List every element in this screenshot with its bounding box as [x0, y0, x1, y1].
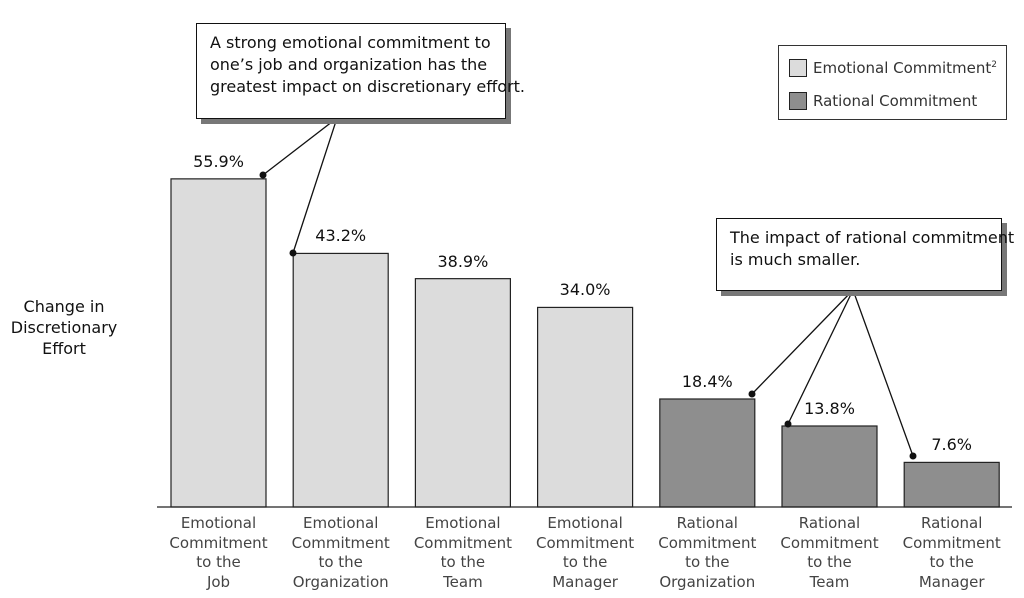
x-tick-label: Emotional Commitment to the Organization [281, 514, 401, 592]
legend-item-emotional: Emotional Commitment2 [789, 58, 997, 78]
data-label: 55.9% [193, 151, 244, 171]
x-tick-label-line: Commitment [291, 533, 390, 552]
x-tick-label-line: to the [685, 553, 730, 571]
data-label: 34.0% [559, 280, 611, 300]
callout-line: greatest impact on discretionary effort. [210, 77, 525, 96]
callout-emotional: A strong emotional commitment to one’s j… [196, 23, 525, 119]
bars-group [170, 178, 1000, 508]
x-tick-label-line: Job [206, 572, 231, 591]
legend-item-rational: Rational Commitment [789, 91, 977, 111]
x-tick-label-line: Emotional [547, 514, 623, 532]
x-tick-label-line: Commitment [169, 533, 268, 552]
callout-connectors [262, 117, 914, 457]
x-tick-label: Rational Commitment to the Organization [647, 514, 767, 592]
bar [414, 278, 511, 508]
data-label: 13.8% [804, 398, 855, 418]
x-tick-label-line: Commitment [780, 533, 879, 552]
callout-dot [289, 249, 297, 257]
bar [170, 178, 267, 508]
bar [781, 425, 878, 508]
x-tick-label-line: Team [809, 572, 850, 591]
x-tick-label-line: Manager [918, 572, 985, 591]
x-tick-label-line: Emotional [180, 514, 257, 532]
bar [292, 252, 389, 508]
x-tick-label-line: Rational [798, 514, 861, 532]
y-axis-label-line: Change in [23, 297, 105, 316]
x-tick-label: Emotional Commitment to the Team [403, 514, 523, 592]
legend-swatch-rational [789, 92, 807, 110]
x-tick-label-line: Commitment [536, 533, 635, 552]
x-tick-label-line: to the [562, 553, 608, 571]
legend-label-text: Emotional Commitment [813, 59, 992, 77]
legend-label-emotional: Emotional Commitment2 [813, 59, 997, 77]
x-tick-label-line: to the [440, 553, 486, 571]
callout-connector-line [262, 117, 338, 176]
callout-connector-line [787, 289, 854, 425]
callout-dot [748, 390, 756, 398]
callout-line: is much smaller. [730, 250, 861, 269]
x-tick-label-line: Rational [676, 514, 738, 532]
callout-line: The impact of rational commitment [730, 228, 1015, 247]
x-tick-label-line: Commitment [413, 533, 512, 552]
y-axis-label: Change in Discretionary Effort [2, 296, 126, 359]
callout-connector-line [852, 289, 914, 457]
callout-dot [259, 171, 267, 179]
x-tick-label-line: Emotional [425, 514, 501, 532]
x-tick-label-line: to the [318, 553, 363, 571]
callout-line: A strong emotional commitment to [210, 33, 491, 52]
data-label: 38.9% [437, 251, 489, 271]
x-tick-label-line: Commitment [902, 533, 1001, 552]
bar [536, 306, 634, 508]
callout-line: one’s job and organization has the [210, 55, 488, 74]
legend-swatch-emotional [789, 59, 807, 77]
legend-superscript: 2 [991, 60, 998, 70]
callout-dot [909, 452, 917, 460]
callout-dots [259, 171, 917, 460]
x-tick-label-line: Commitment [658, 533, 757, 552]
x-tick-label-line: Team [443, 572, 483, 591]
legend: Emotional Commitment2 Rational Commitmen… [778, 45, 1007, 120]
callout-connector-line [292, 117, 338, 254]
x-tick-label-line: Manager [552, 572, 618, 591]
x-tick-label-line: Organization [292, 572, 389, 591]
callout-rational: The impact of rational commitment is muc… [716, 218, 1015, 291]
x-tick-label-line: Organization [659, 572, 756, 591]
x-tick-label-line: to the [929, 553, 974, 571]
x-tick-label-line: to the [196, 553, 241, 571]
x-tick-label: Emotional Commitment to the Manager [525, 514, 645, 592]
y-axis-label-line: Effort [42, 339, 86, 358]
data-label: 43.2% [315, 226, 367, 246]
x-tick-label-line: to the [807, 553, 852, 571]
callout-dot [784, 420, 792, 428]
y-axis-label-line: Discretionary [10, 318, 118, 337]
bar [903, 461, 1000, 508]
x-tick-label: Rational Commitment to the Team [770, 514, 890, 592]
legend-label-rational: Rational Commitment [813, 92, 978, 110]
x-tick-label: Emotional Commitment to the Job [159, 514, 279, 592]
x-tick-label-line: Emotional [303, 514, 379, 532]
x-tick-label: Rational Commitment to the Manager [892, 514, 1012, 592]
bar [659, 398, 756, 508]
x-tick-label-line: Rational [920, 514, 983, 532]
data-label: 18.4% [681, 371, 733, 391]
callout-connector-line [751, 289, 854, 395]
data-label: 7.6% [931, 435, 973, 455]
